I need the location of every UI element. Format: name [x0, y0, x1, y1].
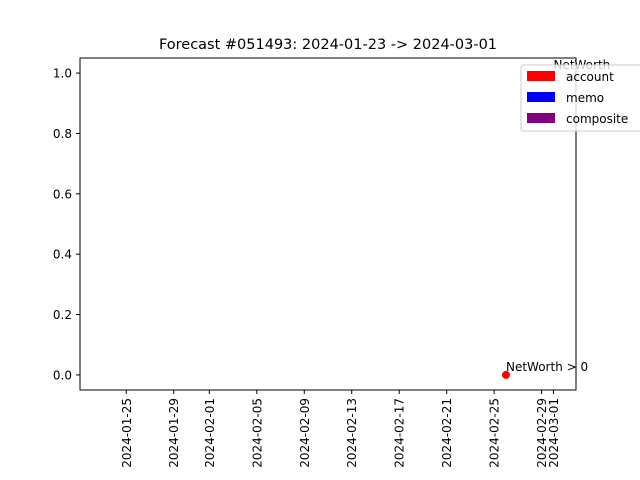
x-tick-label: 2024-02-29 [535, 398, 549, 468]
x-tick-label: 2024-02-09 [298, 398, 312, 468]
data-point-label: NetWorth > 0 [506, 360, 588, 374]
legend-label: composite [566, 112, 628, 126]
legend-swatch [527, 92, 555, 102]
y-tick-label: 1.0 [53, 67, 72, 81]
y-tick-label: 0.0 [53, 368, 72, 382]
x-tick-label: 2024-01-29 [167, 398, 181, 468]
legend-label: memo [566, 91, 604, 105]
x-tick-label: 2024-02-01 [203, 398, 217, 468]
x-tick-label: 2024-02-05 [250, 398, 264, 468]
legend-swatch [527, 113, 555, 123]
data-point [501, 370, 510, 379]
x-tick-label: 2024-02-17 [393, 398, 407, 468]
y-tick-label: 0.4 [53, 248, 72, 262]
x-tick-label: 2024-02-25 [488, 398, 502, 468]
x-tick-label: 2024-02-13 [345, 398, 359, 468]
legend: account memo composite [520, 64, 640, 132]
y-axis: 0.0 0.2 0.4 0.6 0.8 1.0 [53, 67, 80, 382]
chart-title: Forecast #051493: 2024-01-23 -> 2024-03-… [159, 37, 497, 53]
x-tick-label: 2024-03-01 [547, 398, 561, 468]
x-tick-label: 2024-01-25 [120, 398, 134, 468]
plot-frame [79, 57, 577, 391]
y-tick-label: 0.6 [53, 187, 72, 201]
legend-label: account [566, 70, 614, 84]
legend-swatch [527, 71, 555, 81]
y-tick-label: 0.2 [53, 308, 72, 322]
y-tick-label: 0.8 [53, 127, 72, 141]
x-tick-label: 2024-02-21 [440, 398, 454, 468]
plot-area: NetWorth > 0 [501, 360, 588, 379]
x-axis: 2024-01-25 2024-01-29 2024-02-01 2024-02-05… [120, 390, 561, 468]
